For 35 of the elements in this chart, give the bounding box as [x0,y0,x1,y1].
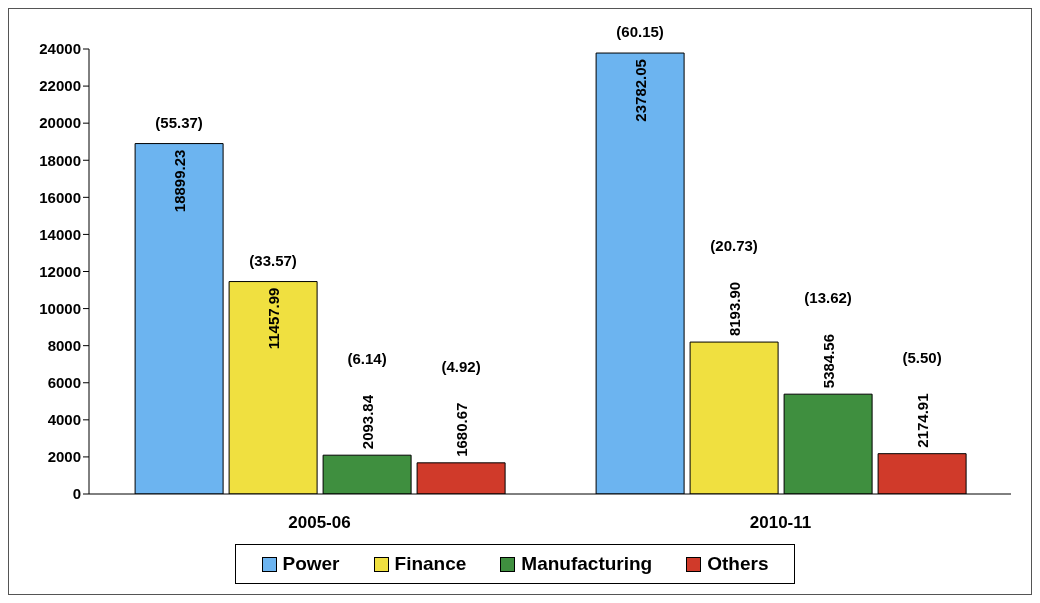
data-label: 1680.67 [453,402,471,457]
text: (60.15) [616,23,664,41]
legend-label: Manufacturing [521,553,653,575]
x-tick-label: 2010-11 [749,513,812,533]
data-label: 11457.99 [265,287,283,350]
y-tick-label: 18000 [39,151,81,169]
y-tick-label: 0 [72,485,81,503]
y-tick-label: 24000 [39,40,81,58]
annotation: (33.57) [249,251,297,269]
y-tick-label: 16000 [39,188,81,206]
data-label: 23782.05 [632,59,650,122]
x-tick-label: 2005-06 [288,513,351,533]
legend-label: Others [707,553,769,575]
data-label: 2093.84 [359,394,377,450]
data-label: 18899.23 [171,149,189,213]
annotation: (5.50) [902,348,942,366]
data-label: 2174.91 [914,393,932,448]
y-tick-label: 6000 [47,374,81,392]
legend-label: Power [282,553,340,575]
y-tick-label: 20000 [39,114,81,132]
annotation: (4.92) [441,357,481,375]
data-label: 8193.90 [726,281,744,337]
data-label: 5384.56 [820,333,838,389]
y-tick-label: 12000 [39,262,81,280]
annotation: (6.14) [347,350,387,368]
annotation: (13.62) [804,289,852,307]
y-tick-label: 14000 [39,225,81,243]
y-tick-label: 2000 [47,448,81,466]
y-tick-label: 4000 [47,411,81,429]
legend-label: Finance [394,553,467,575]
y-tick-label: 10000 [39,299,81,317]
y-tick-label: 22000 [39,77,81,95]
annotation: (55.37) [155,113,203,131]
y-tick-label: 8000 [47,336,81,354]
annotation: (20.73) [710,237,758,255]
